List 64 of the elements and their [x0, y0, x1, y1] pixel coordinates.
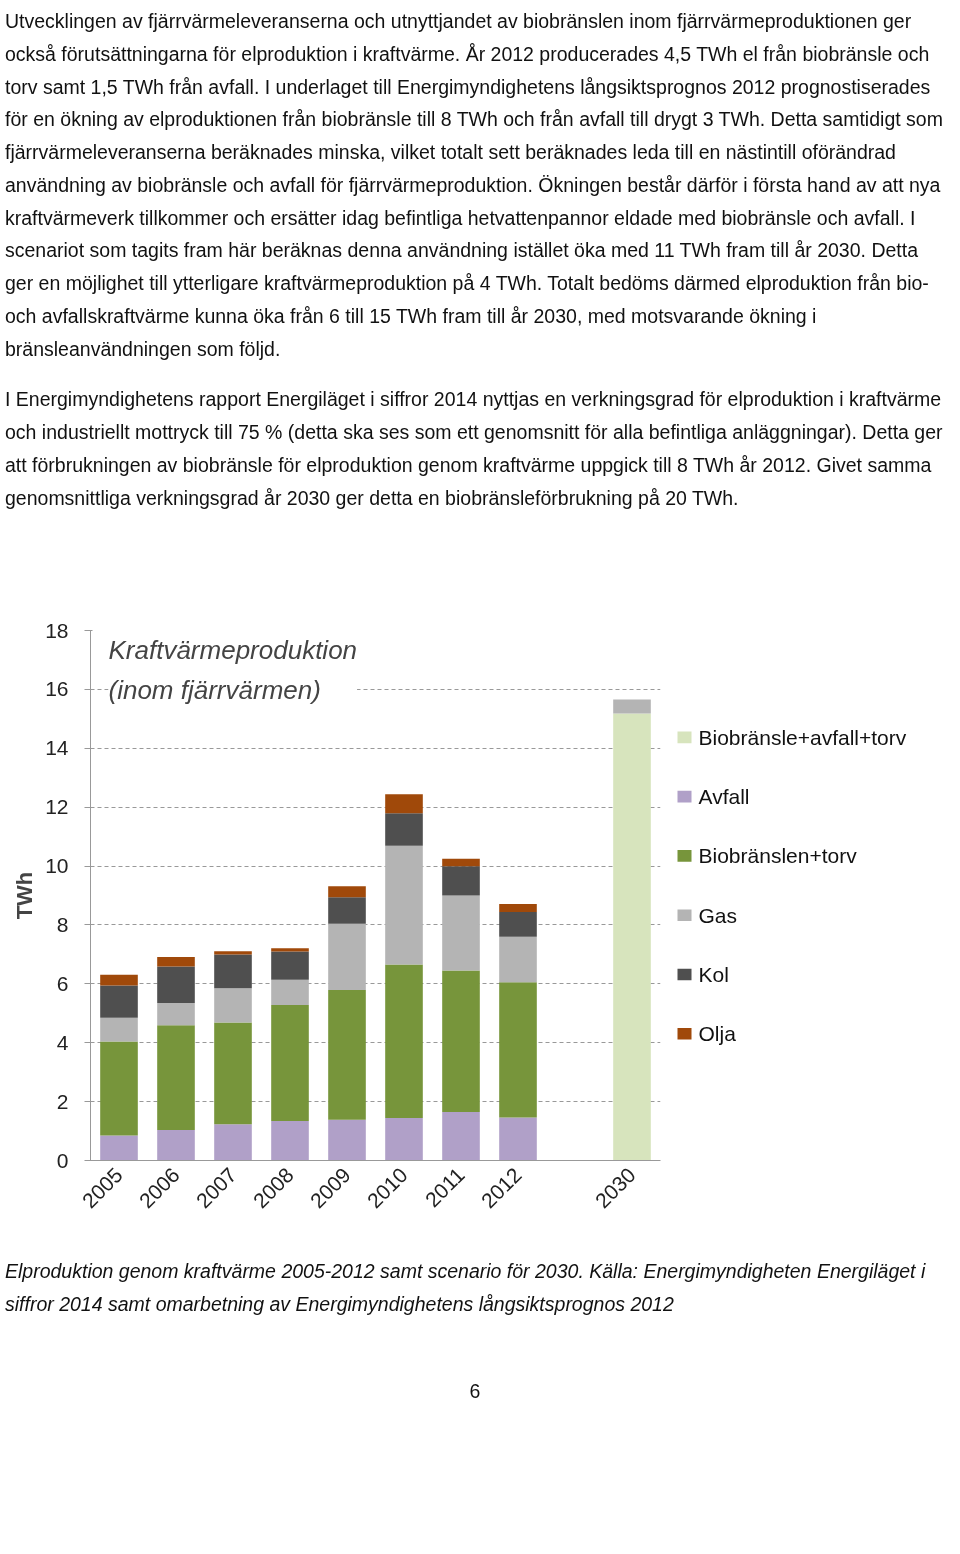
bar — [271, 1121, 309, 1161]
y-tick-label: 16 — [45, 677, 69, 701]
bar — [385, 794, 423, 814]
bar — [100, 1041, 138, 1136]
bar — [499, 982, 537, 1118]
text: Elproduktion genom kraftvärme 2005-2012 samt scenario för 2030. Källa: Energimyndigheten Energiläget i siffror 2014 samt omarbetning av Energimyndighetens långsiktsprognos 2012 — [5, 1259, 927, 1317]
bar — [214, 951, 252, 955]
y-tick-label: 4 — [56, 1030, 69, 1054]
legend-label: Kol — [698, 963, 729, 986]
bar — [442, 1111, 480, 1161]
bar — [328, 886, 366, 898]
bar — [385, 964, 423, 1119]
text: Kraftvärmeproduktion (inom fjärrvärmen) — [108, 634, 358, 705]
y-tick-label: 18 — [45, 618, 69, 642]
y-tick-label: 12 — [45, 795, 69, 819]
bar — [157, 966, 195, 1003]
y-tick-label: 14 — [45, 736, 69, 760]
bar — [442, 866, 480, 896]
bar — [499, 911, 537, 937]
bar — [100, 974, 138, 986]
bar — [442, 970, 480, 1112]
bar — [271, 1005, 309, 1122]
bar — [385, 1118, 423, 1161]
bar — [613, 699, 651, 714]
bar — [499, 904, 537, 912]
bar — [271, 979, 309, 1006]
legend-label: Olja — [698, 1022, 737, 1046]
bar — [271, 951, 309, 980]
bar — [442, 895, 480, 971]
bar — [100, 985, 138, 1018]
bar — [328, 1119, 366, 1161]
y-axis-title: TWh — [12, 871, 38, 920]
legend-label: Avfall — [698, 785, 750, 809]
bar — [613, 713, 651, 1161]
bar — [157, 1129, 195, 1161]
bar — [499, 1117, 537, 1161]
bar — [157, 1025, 195, 1130]
text: Utvecklingen av fjärrvärmeleveranserna och utnyttjandet av biobränslen inom fjärrvärmeproduktionen ger också förutsättningarna för elproduktion i kraftvärme. År 2012 producerades 4,5 TWh el från biobränsle och torv samt 1,5 TWh från avfall. I underlaget till Energimyndighetens långsiktsprognos 2012 prognostiserades för en ökning av elproduktionen från biobränsle till 8 TWh och från avfall till drygt 3 TWh. Detta samtidigt som fjärrvärmeleveranserna beräknades minska, vilket totalt sett beräknades leda till en nästintill oförändrad användning av biobränsle och avfall för fjärrvärmeproduktion. Ökningen består därför i första hand av att nya kraftvärmeverk tillkommer och ersätter idag befintliga hetvattenpannor eldade med biobränsle och avfall. I scenariot som tagits fram här beräknas denna användning istället öka med 11 TWh fram till år 2030. Detta ger en möjlighet till ytterligare kraftvärmeproduktion på 4 TWh. Totalt bedöms därmed elproduktion från bio- och avfallskraftvärme kunna öka från 6 till 15 TWh fram till år 2030, med motsvarande ökning i bränsleanvändningen som följd. — [5, 10, 943, 360]
legend-label: Gas — [698, 903, 738, 927]
bar — [214, 954, 252, 989]
y-tick-label: 0 — [56, 1148, 69, 1172]
bar — [328, 923, 366, 991]
bar — [157, 957, 195, 967]
y-tick-label: 10 — [45, 854, 69, 878]
bar — [157, 1002, 195, 1026]
bar — [328, 897, 366, 924]
text: 6 — [468, 1379, 482, 1404]
bar — [328, 990, 366, 1120]
bar — [442, 858, 480, 867]
bar — [385, 845, 423, 965]
text: I Energimyndighetens rapport Energiläget i siffror 2014 nyttjas en verkningsgrad för elproduktion i kraftvärme och industriellt mottryck till 75 % (detta ska ses som ett genomsnitt för alla befintliga anläggningar). Detta ger att förbrukningen av biobränsle för elproduktion genom kraftvärme uppgick till 8 TWh år 2012. Givet samma genomsnittliga verkningsgrad år 2030 ger detta en biobränsleförbrukning på 20 TWh. — [5, 387, 944, 511]
y-tick-label: 6 — [56, 971, 69, 995]
bar — [214, 1022, 252, 1125]
bar — [499, 936, 537, 983]
bar — [385, 813, 423, 846]
legend-label: Biobränslen+torv — [698, 844, 858, 868]
bar — [214, 1124, 252, 1161]
legend-label: Biobränsle+avfall+torv — [698, 725, 907, 749]
y-tick-label: 2 — [56, 1089, 69, 1113]
y-tick-label: 8 — [56, 912, 69, 936]
bar — [214, 988, 252, 1023]
bar — [100, 1135, 138, 1161]
bar — [100, 1017, 138, 1042]
bar — [271, 948, 309, 952]
